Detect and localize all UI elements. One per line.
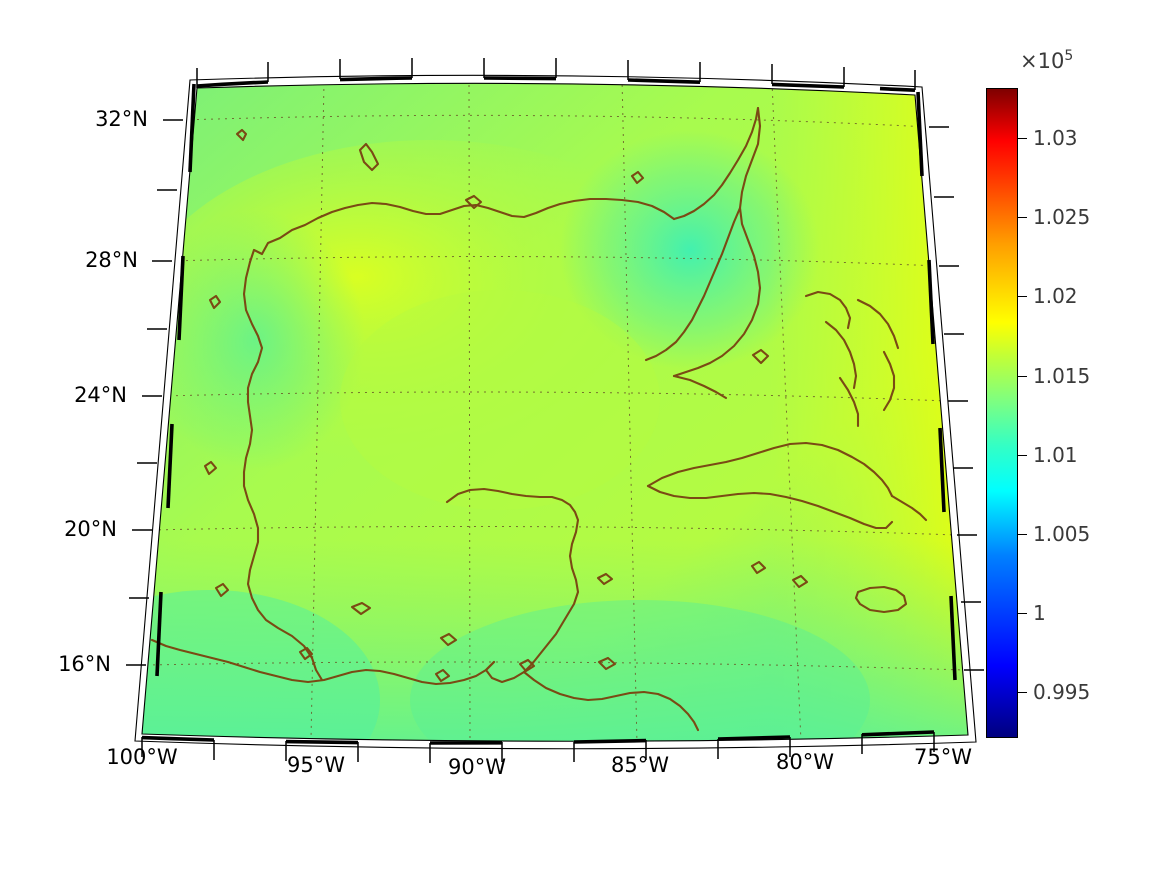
colorbar-tick-label-1-02: 1.02 — [1033, 284, 1078, 308]
colorbar-exponent-prefix: × — [1020, 49, 1038, 73]
colorbar-tick-label-1: 1 — [1033, 601, 1046, 625]
colorbar-exponent-power: 5 — [1064, 48, 1074, 64]
colorbar-tick-label-1-005: 1.005 — [1033, 522, 1091, 546]
lat-tick-label-32N: 32°N — [95, 107, 148, 131]
lat-tick-label-28N: 28°N — [85, 248, 138, 272]
lat-tick-label-20N: 20°N — [64, 517, 117, 541]
lon-tick-label-75W: 75°W — [914, 745, 972, 769]
colorbar-tick-mark — [1018, 613, 1027, 614]
colorbar-tick-mark — [1018, 534, 1027, 535]
colorbar-tick-mark — [1018, 296, 1027, 297]
lat-tick-label-16N: 16°N — [58, 652, 111, 676]
colorbar-tick-mark — [1018, 376, 1027, 377]
colorbar-gradient[interactable] — [986, 88, 1018, 738]
colorbar-tick-label-1-03: 1.03 — [1033, 126, 1078, 150]
lon-tick-label-90W: 90°W — [448, 755, 506, 779]
colorbar-tick-mark — [1018, 138, 1027, 139]
colorbar-exponent-label: ×105 — [1020, 48, 1073, 73]
colorbar-tick-label-1-015: 1.015 — [1033, 364, 1091, 388]
lon-tick-label-100W: 100°W — [106, 745, 178, 769]
pressure-field — [142, 83, 968, 742]
colorbar[interactable]: 1.03 1.025 1.02 1.015 1.01 1.005 1 0.995 — [986, 88, 1090, 738]
colorbar-tick-label-1-01: 1.01 — [1033, 443, 1078, 467]
colorbar-tick-label-1-025: 1.025 — [1033, 205, 1091, 229]
colorbar-exponent-base: 10 — [1037, 49, 1065, 73]
graticule — [145, 83, 965, 742]
colorbar-tick-mark — [1018, 217, 1027, 218]
lon-tick-label-85W: 85°W — [611, 753, 669, 777]
colorbar-tick-mark — [1018, 692, 1027, 693]
lon-tick-label-95W: 95°W — [287, 753, 345, 777]
colorbar-tick-label-0-995: 0.995 — [1033, 680, 1091, 704]
lat-tick-label-24N: 24°N — [74, 383, 127, 407]
coastline-paths — [150, 106, 928, 732]
map-frame — [126, 58, 984, 763]
lon-tick-label-80W: 80°W — [776, 750, 834, 774]
colorbar-tick-mark — [1018, 455, 1027, 456]
